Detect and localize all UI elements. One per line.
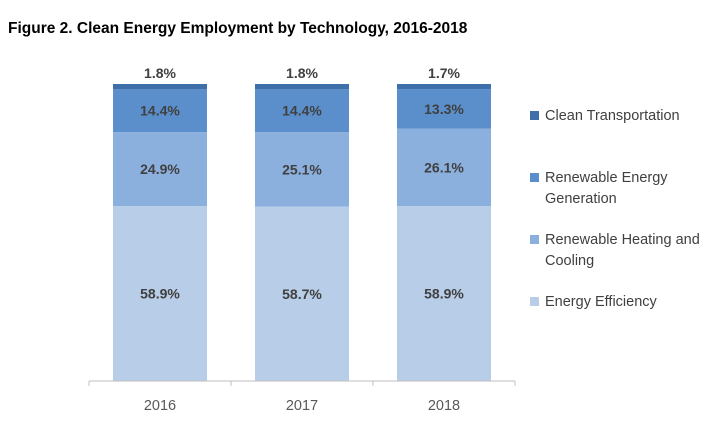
chart-legend: Clean Transportation Renewable Energy Gen… [530, 0, 727, 433]
value-label-renewable-heating-and-cooling-2016: 24.9% [140, 161, 180, 177]
legend-label-energy-efficiency: Energy Efficiency [545, 294, 657, 310]
legend-item-renewable-energy-generation: Renewable Energy Generation [530, 168, 725, 210]
value-label-clean-transportation-2018: 1.7% [428, 65, 460, 81]
value-label-renewable-energy-generation-2017: 14.4% [282, 103, 322, 119]
legend-label-renewable-energy-generation: Renewable Energy Generation [545, 170, 668, 207]
bar-clean-transportation-2016 [113, 84, 207, 90]
value-label-renewable-heating-and-cooling-2017: 25.1% [282, 161, 322, 177]
legend-swatch-clean-transportation [530, 111, 539, 120]
x-tick-label-2018: 2018 [428, 398, 460, 414]
bar-renewable-heating-and-cooling-2016 [113, 132, 207, 207]
bar-renewable-energy-generation-2016 [113, 89, 207, 133]
legend-item-renewable-heating-and-cooling: Renewable Heating and Cooling [530, 230, 725, 272]
legend-item-clean-transportation: Clean Transportation [530, 106, 725, 127]
chart-title: Figure 2. Clean Energy Employment by Tec… [8, 20, 468, 37]
bar-renewable-heating-and-cooling-2017 [255, 132, 349, 207]
bar-renewable-energy-generation-2017 [255, 89, 349, 133]
legend-swatch-renewable-energy-generation [530, 173, 539, 182]
bar-clean-transportation-2018 [397, 84, 491, 90]
bar-energy-efficiency-2018 [397, 206, 491, 381]
value-label-energy-efficiency-2017: 58.7% [282, 286, 322, 302]
x-tick-label-2017: 2017 [286, 398, 318, 414]
legend-swatch-renewable-heating-and-cooling [530, 235, 539, 244]
legend-label-renewable-heating-and-cooling: Renewable Heating and Cooling [545, 232, 700, 269]
legend-swatch-energy-efficiency [530, 297, 539, 306]
value-label-renewable-energy-generation-2016: 14.4% [140, 103, 180, 119]
bar-renewable-heating-and-cooling-2018 [397, 128, 491, 207]
value-label-clean-transportation-2017: 1.8% [286, 65, 318, 81]
value-label-renewable-energy-generation-2018: 13.3% [424, 101, 464, 117]
legend-item-energy-efficiency: Energy Efficiency [530, 292, 725, 313]
x-tick-label-2016: 2016 [144, 398, 176, 414]
bar-energy-efficiency-2016 [113, 206, 207, 381]
stacked-bar-chart: 58.9% 24.9% 14.4% 1.8% 2016 58.7% 25.1% 14.4% 1.… [88, 65, 516, 414]
value-label-renewable-heating-and-cooling-2018: 26.1% [424, 159, 464, 175]
value-label-clean-transportation-2016: 1.8% [144, 65, 176, 81]
value-label-energy-efficiency-2018: 58.9% [424, 286, 464, 302]
bar-clean-transportation-2017 [255, 84, 349, 90]
bar-renewable-energy-generation-2018 [397, 89, 491, 129]
legend-label-clean-transportation: Clean Transportation [545, 108, 680, 124]
value-label-energy-efficiency-2016: 58.9% [140, 286, 180, 302]
bar-energy-efficiency-2017 [255, 206, 349, 381]
